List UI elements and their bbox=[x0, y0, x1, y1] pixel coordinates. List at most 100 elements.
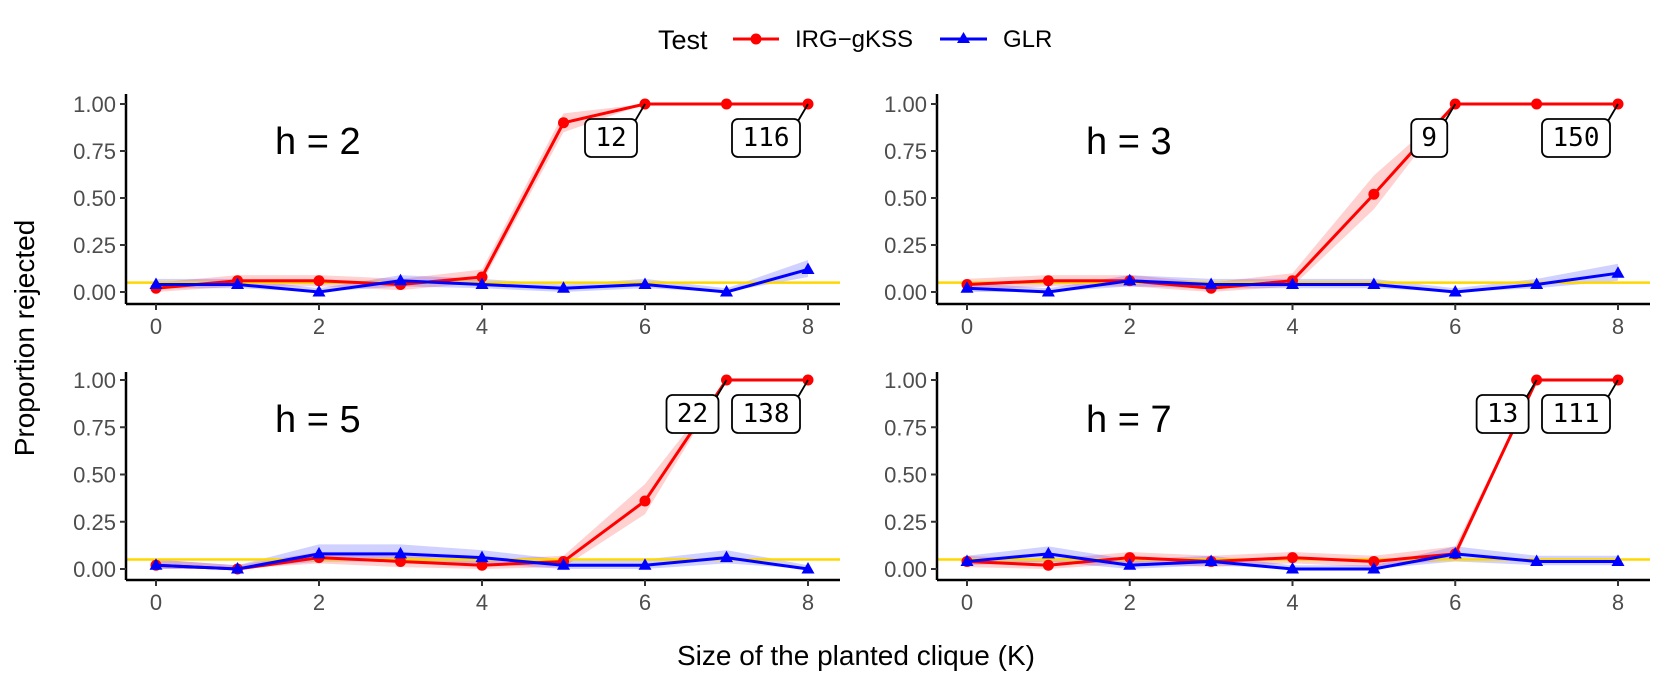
x-axis-title: Size of the planted clique (K) bbox=[677, 640, 1035, 671]
point-glr bbox=[1530, 554, 1544, 566]
point-irg-gkss bbox=[1287, 552, 1298, 564]
y-tick-label: 0.75 bbox=[73, 139, 116, 164]
point-glr bbox=[394, 546, 407, 559]
x-tick-label: 8 bbox=[802, 314, 814, 339]
x-tick-label: 2 bbox=[313, 314, 325, 339]
annotation-text: 150 bbox=[1553, 123, 1600, 153]
point-glr bbox=[1123, 273, 1137, 286]
y-tick-label: 0.50 bbox=[73, 463, 116, 488]
point-glr bbox=[1611, 554, 1625, 566]
series-line-irg-gkss bbox=[966, 102, 1618, 290]
x-tick-label: 4 bbox=[1286, 314, 1298, 339]
x-tick-label: 6 bbox=[639, 314, 651, 339]
point-glr bbox=[312, 285, 326, 297]
annotation-text: 111 bbox=[1553, 399, 1600, 429]
point-glr bbox=[231, 277, 244, 289]
y-tick-label: 0.00 bbox=[73, 280, 116, 305]
point-glr bbox=[1448, 546, 1462, 559]
legend-title: Test bbox=[658, 25, 708, 55]
point-glr bbox=[720, 285, 733, 297]
panel-label: h = 7 bbox=[1086, 399, 1172, 441]
annotation-box bbox=[665, 394, 720, 434]
x-tick-label: 0 bbox=[961, 590, 973, 615]
point-irg-gkss bbox=[1531, 98, 1543, 110]
annotation-box bbox=[731, 118, 801, 158]
x-tick-label: 6 bbox=[1449, 314, 1461, 339]
point-irg-gkss bbox=[395, 555, 406, 567]
annotation-label: 116 bbox=[731, 103, 809, 158]
annotation-label: 150 bbox=[1541, 103, 1619, 158]
point-irg-gkss bbox=[1368, 555, 1380, 567]
point-irg-gkss bbox=[476, 559, 488, 571]
annotation-box bbox=[1541, 394, 1611, 434]
y-axis-title: Proportion rejected bbox=[9, 220, 40, 457]
confidence-band-irg-gkss bbox=[156, 104, 808, 292]
annotation-label: 111 bbox=[1541, 379, 1619, 434]
y-tick-label: 0.75 bbox=[884, 415, 927, 440]
x-tick-label: 2 bbox=[1124, 314, 1136, 339]
legend-key-glr bbox=[940, 32, 987, 43]
legend: Test IRG−gKSS GLR bbox=[658, 25, 1052, 55]
annotation-leader bbox=[1607, 379, 1619, 398]
point-glr bbox=[1286, 277, 1299, 289]
x-tick-label: 0 bbox=[150, 314, 162, 339]
point-irg-gkss bbox=[1042, 559, 1054, 571]
point-glr bbox=[1530, 277, 1544, 289]
annotation-text: 116 bbox=[743, 123, 790, 153]
point-glr bbox=[394, 273, 407, 286]
x-tick-label: 6 bbox=[639, 590, 651, 615]
x-tick-label: 4 bbox=[476, 590, 488, 615]
point-irg-gkss bbox=[1368, 188, 1380, 200]
annotation-leader bbox=[1607, 103, 1619, 122]
panel-h7: 0.00 0.25 0.50 0.75 1.00 0 2 4 6 8 h = 7 13 111 bbox=[884, 368, 1650, 615]
panel-label: h = 3 bbox=[1086, 121, 1172, 163]
point-glr bbox=[475, 277, 489, 289]
legend-label-irg-gkss: IRG−gKSS bbox=[795, 26, 913, 53]
annotation-text: 9 bbox=[1421, 123, 1437, 153]
x-tick-label: 4 bbox=[1286, 590, 1298, 615]
annotation-leader bbox=[797, 103, 809, 122]
annotation-box bbox=[1410, 118, 1449, 158]
point-glr bbox=[557, 558, 570, 570]
y-tick-label: 0.25 bbox=[73, 233, 116, 258]
series-line-irg-gkss bbox=[155, 102, 808, 290]
point-glr bbox=[1041, 285, 1055, 297]
annotation-box bbox=[731, 394, 801, 434]
point-glr bbox=[801, 262, 815, 274]
point-irg-gkss bbox=[558, 117, 569, 129]
point-glr bbox=[1448, 285, 1462, 297]
panel-h5: 0.00 0.25 0.50 0.75 1.00 0 2 4 6 8 h = 5 22 138 bbox=[73, 368, 840, 615]
point-glr bbox=[1041, 546, 1055, 559]
y-tick-label: 0.50 bbox=[884, 186, 927, 211]
x-tick-label: 0 bbox=[150, 590, 162, 615]
point-glr bbox=[1367, 562, 1381, 574]
y-tick-label: 0.25 bbox=[884, 233, 927, 258]
point-glr bbox=[638, 558, 652, 570]
point-glr bbox=[1204, 277, 1218, 289]
y-tick-label: 0.00 bbox=[884, 557, 927, 582]
panel-label: h = 2 bbox=[275, 121, 361, 163]
y-tick-label: 1.00 bbox=[73, 92, 116, 117]
annotation-box bbox=[584, 118, 638, 158]
annotation-box bbox=[1541, 118, 1611, 158]
annotation-label: 9 bbox=[1410, 103, 1457, 158]
point-glr bbox=[1123, 558, 1137, 570]
y-tick-label: 0.00 bbox=[884, 280, 927, 305]
point-glr bbox=[1286, 562, 1299, 574]
point-glr bbox=[1204, 554, 1218, 566]
point-glr bbox=[720, 550, 733, 563]
x-tick-label: 2 bbox=[313, 590, 325, 615]
point-irg-gkss bbox=[313, 275, 325, 287]
x-tick-label: 4 bbox=[476, 314, 488, 339]
legend-key-irg-gkss bbox=[733, 33, 779, 45]
y-tick-label: 0.75 bbox=[73, 415, 116, 440]
annotation-label: 13 bbox=[1475, 379, 1538, 434]
annotation-label: 12 bbox=[584, 103, 646, 158]
y-tick-label: 1.00 bbox=[73, 368, 116, 393]
panel-h2: 0.00 0.25 0.50 0.75 1.00 0 2 4 6 8 h = 2 12 116 bbox=[73, 92, 840, 339]
point-glr bbox=[960, 281, 974, 293]
annotation-label: 138 bbox=[731, 379, 809, 434]
point-irg-gkss bbox=[639, 495, 651, 507]
x-tick-label: 2 bbox=[1124, 590, 1136, 615]
x-tick-label: 8 bbox=[1612, 590, 1624, 615]
